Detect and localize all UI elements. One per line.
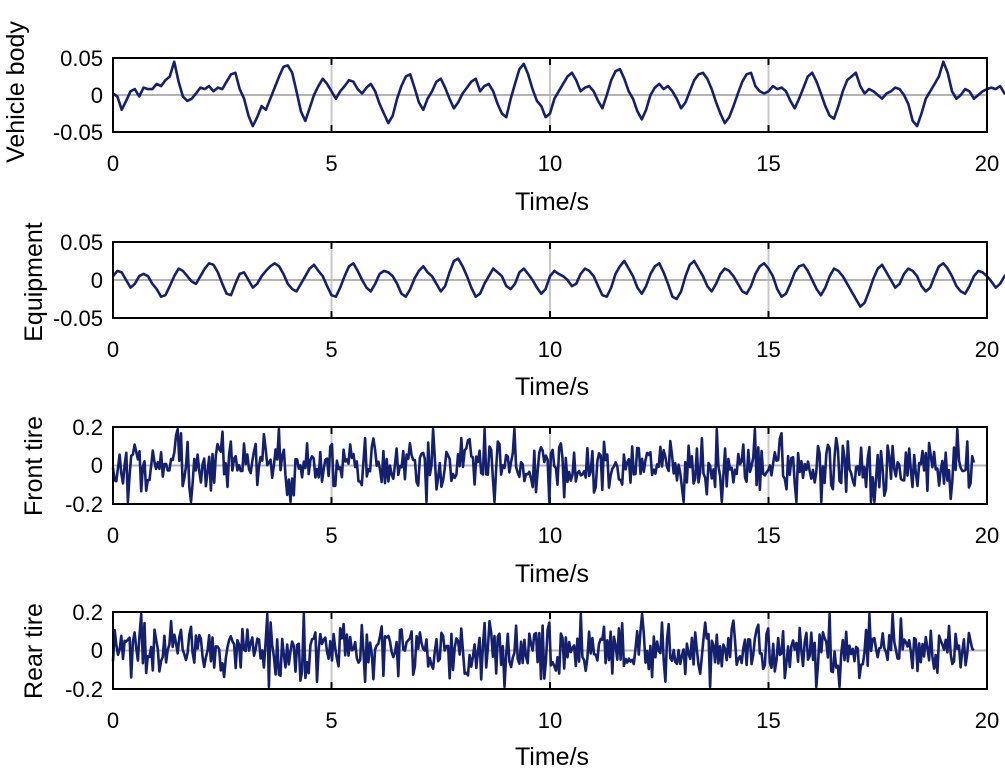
x-tick-label: 0 [107,337,119,362]
axes-frame-rear-tire [112,611,988,690]
x-axis-title-vehicle-body: Time/s [515,188,589,216]
y-tick-label: -0.05 [53,306,103,331]
x-tick-label: 15 [756,523,780,548]
x-tick-label: 20 [975,337,999,362]
series-front-tire [111,427,976,504]
y-tick-label: -0.2 [65,677,103,702]
y-tick-label: -0.2 [65,492,103,517]
series-line [111,612,975,689]
x-tick-label: 5 [325,523,337,548]
y-tick-label: 0.2 [72,415,103,440]
panel-vehicle-body: 0 5 10 15 20 0.05 0 -0.05 Time/s Vehicle… [2,21,1005,216]
x-tick-label: 10 [538,151,562,176]
y-axis-title-equipment: Equipment [20,222,48,342]
x-ticks-equipment: 0 5 10 15 20 [107,337,999,362]
y-tick-label: 0.05 [60,230,103,255]
x-tick-label: 0 [107,151,119,176]
x-tick-label: 0 [107,708,119,733]
panel-equipment: 0 5 10 15 20 0.05 0 -0.05 Time/s Equipme… [20,222,1005,401]
series-line [111,427,976,504]
x-tick-label: 10 [538,708,562,733]
axes-frame-vehicle-body [112,57,988,133]
y-ticks-equipment: 0.05 0 -0.05 [53,230,103,331]
panel-rear-tire: 0 5 10 15 20 0.2 0 -0.2 Time/s Rear tire [20,600,999,771]
x-tick-label: 15 [756,151,780,176]
series-line [111,257,1005,308]
y-ticks-rear-tire: 0.2 0 -0.2 [65,600,103,702]
x-tick-label: 20 [975,708,999,733]
series-rear-tire [111,612,975,689]
x-tick-label: 5 [325,337,337,362]
x-tick-label: 10 [538,337,562,362]
x-ticks-vehicle-body: 0 5 10 15 20 [107,151,999,176]
x-axis-title-equipment: Time/s [515,373,589,401]
series-vehicle-body [112,60,1005,128]
y-tick-label: -0.05 [53,120,103,145]
x-tick-label: 5 [325,151,337,176]
x-tick-label: 20 [975,523,999,548]
panel-front-tire: 0 5 10 15 20 0.2 0 -0.2 Time/s Front tir… [20,415,999,588]
y-axis-title-front-tire: Front tire [20,416,48,516]
x-ticks-front-tire: 0 5 10 15 20 [107,523,999,548]
x-tick-label: 15 [756,337,780,362]
y-tick-label: 0 [91,83,103,108]
axes-frame-front-tire [112,426,988,505]
y-tick-label: 0 [91,453,103,478]
y-tick-label: 0.2 [72,600,103,625]
series-line [112,60,1005,128]
y-axis-title-vehicle-body: Vehicle body [2,21,30,163]
x-axis-title-front-tire: Time/s [515,560,589,588]
series-equipment [111,257,1005,308]
x-tick-label: 10 [538,523,562,548]
y-tick-label: 0 [91,638,103,663]
y-ticks-front-tire: 0.2 0 -0.2 [65,415,103,517]
x-tick-label: 15 [756,708,780,733]
x-axis-title-rear-tire: Time/s [515,743,589,771]
y-tick-label: 0.05 [60,46,103,71]
x-tick-label: 0 [107,523,119,548]
y-axis-title-rear-tire: Rear tire [20,603,48,699]
y-ticks-vehicle-body: 0.05 0 -0.05 [53,46,103,145]
x-tick-label: 20 [975,151,999,176]
y-tick-label: 0 [91,268,103,293]
x-tick-label: 5 [325,708,337,733]
x-ticks-rear-tire: 0 5 10 15 20 [107,708,999,733]
axes-frame-equipment [112,241,988,319]
